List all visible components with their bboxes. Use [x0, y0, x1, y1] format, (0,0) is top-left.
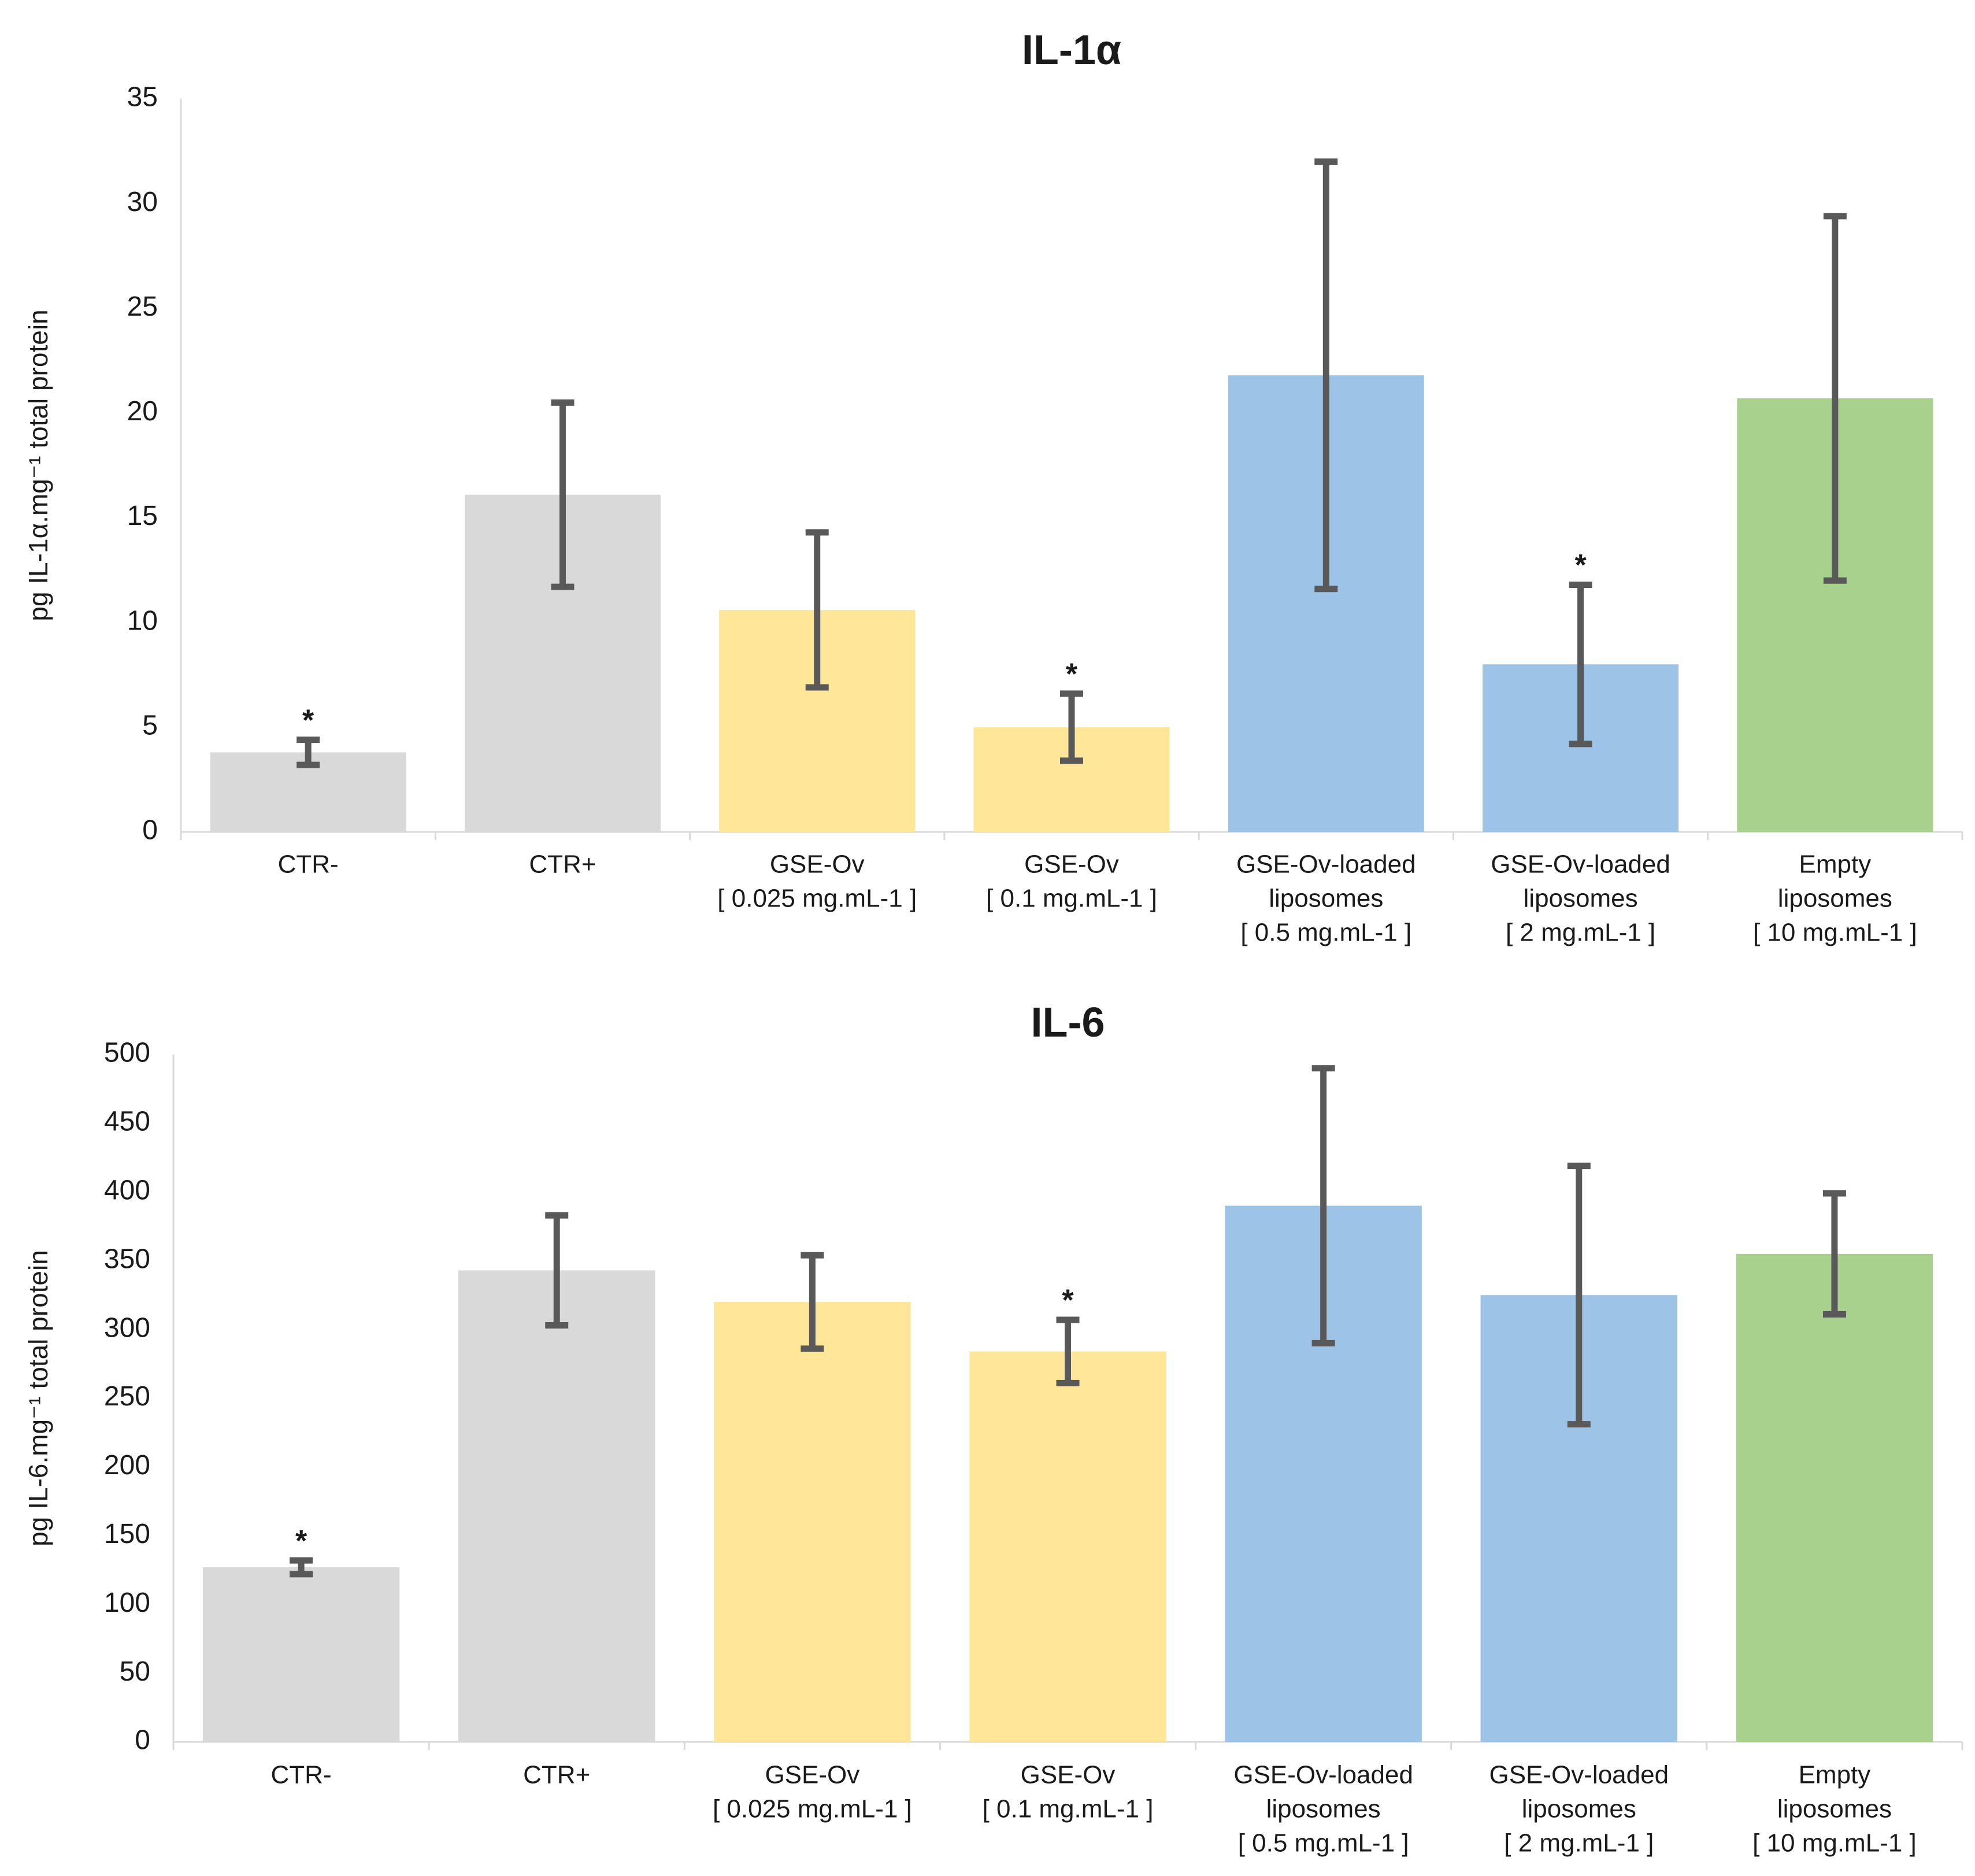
- y-tick-label: 0: [142, 815, 158, 846]
- x-tick-label: GSE-Ov-loaded: [1489, 1761, 1669, 1789]
- x-tick-label: CTR+: [523, 1761, 590, 1789]
- y-axis-label: pg IL-1α.mg⁻¹ total protein: [23, 309, 53, 621]
- significance-mark: *: [1066, 658, 1078, 691]
- x-tick-label: GSE-Ov: [1024, 850, 1119, 879]
- x-tick-label: GSE-Ov: [770, 850, 865, 879]
- significance-mark: *: [295, 1525, 307, 1558]
- x-tick-label: [ 0.025 mg.mL-1 ]: [713, 1795, 912, 1823]
- y-tick-label: 350: [104, 1244, 150, 1274]
- x-tick-label: liposomes: [1266, 1795, 1381, 1823]
- y-tick-label: 50: [120, 1656, 150, 1687]
- error-bar: [297, 737, 320, 768]
- y-tick-label: 35: [127, 82, 158, 113]
- y-tick-label: 10: [127, 605, 158, 636]
- y-tick-label: 150: [104, 1519, 150, 1549]
- y-tick-label: 250: [104, 1381, 150, 1412]
- x-tick-label: [ 2 mg.mL-1 ]: [1506, 919, 1655, 947]
- error-bar: [1823, 213, 1847, 584]
- y-tick-label: 5: [142, 711, 158, 741]
- x-tick-label: [ 10 mg.mL-1 ]: [1752, 1829, 1917, 1858]
- error-bar: [1822, 1190, 1846, 1318]
- x-tick-label: [ 0.1 mg.mL-1 ]: [986, 885, 1157, 913]
- y-tick-label: 30: [127, 187, 158, 217]
- x-tick-label: [ 0.5 mg.mL-1 ]: [1238, 1829, 1409, 1858]
- y-tick-label: 100: [104, 1588, 150, 1618]
- error-bar: [801, 1252, 824, 1352]
- x-tick-label: [ 0.1 mg.mL-1 ]: [983, 1795, 1154, 1823]
- bar: [969, 1351, 1166, 1742]
- x-tick-label: liposomes: [1777, 1795, 1892, 1823]
- error-bar: [290, 1557, 313, 1578]
- y-axis-label: pg IL-6.mg⁻¹ total protein: [23, 1250, 53, 1546]
- x-tick-label: [ 0.5 mg.mL-1 ]: [1240, 919, 1411, 947]
- x-tick-label: Empty: [1799, 1761, 1871, 1789]
- chart-title: IL-1α: [1022, 27, 1121, 73]
- error-bar: [805, 529, 829, 691]
- error-bar: [1060, 690, 1083, 764]
- error-bar: [1567, 1163, 1591, 1428]
- y-tick-label: 400: [104, 1175, 150, 1205]
- y-tick-label: 450: [104, 1107, 150, 1137]
- error-bar: [1056, 1316, 1080, 1386]
- x-tick-label: Empty: [1799, 850, 1872, 879]
- bar: [1736, 1253, 1933, 1742]
- x-tick-label: liposomes: [1269, 885, 1383, 913]
- significance-mark: *: [1574, 549, 1587, 582]
- x-tick-label: [ 2 mg.mL-1 ]: [1504, 1829, 1654, 1858]
- x-tick-label: CTR-: [278, 850, 339, 879]
- y-tick-label: 0: [135, 1725, 150, 1756]
- y-tick-label: 300: [104, 1312, 150, 1343]
- error-bar: [545, 1212, 569, 1329]
- x-tick-label: [ 0.025 mg.mL-1 ]: [717, 885, 917, 913]
- error-bar: [1311, 1065, 1335, 1346]
- x-tick-label: liposomes: [1524, 885, 1638, 913]
- bar: [202, 1567, 400, 1742]
- chart-title: IL-6: [1031, 1000, 1105, 1046]
- x-tick-label: liposomes: [1778, 885, 1892, 913]
- x-tick-label: [ 10 mg.mL-1 ]: [1753, 919, 1917, 947]
- x-tick-label: CTR+: [529, 850, 596, 879]
- x-tick-label: CTR-: [271, 1761, 332, 1789]
- x-tick-label: GSE-Ov-loaded: [1236, 850, 1416, 879]
- y-tick-label: 20: [127, 396, 158, 427]
- error-bar: [551, 399, 575, 590]
- error-bar: [1569, 582, 1592, 748]
- significance-mark: *: [1062, 1284, 1074, 1318]
- y-tick-label: 500: [104, 1038, 150, 1068]
- error-bar: [1314, 158, 1338, 593]
- x-tick-label: GSE-Ov-loaded: [1233, 1761, 1413, 1789]
- significance-mark: *: [302, 704, 314, 737]
- y-tick-label: 25: [127, 291, 158, 322]
- bar: [714, 1302, 911, 1742]
- x-tick-label: GSE-Ov: [1021, 1761, 1116, 1789]
- y-tick-label: 200: [104, 1450, 150, 1481]
- x-tick-label: GSE-Ov-loaded: [1491, 850, 1670, 879]
- bar: [458, 1270, 655, 1742]
- x-tick-label: liposomes: [1522, 1795, 1636, 1823]
- x-tick-label: GSE-Ov: [765, 1761, 859, 1789]
- y-tick-label: 15: [127, 501, 158, 531]
